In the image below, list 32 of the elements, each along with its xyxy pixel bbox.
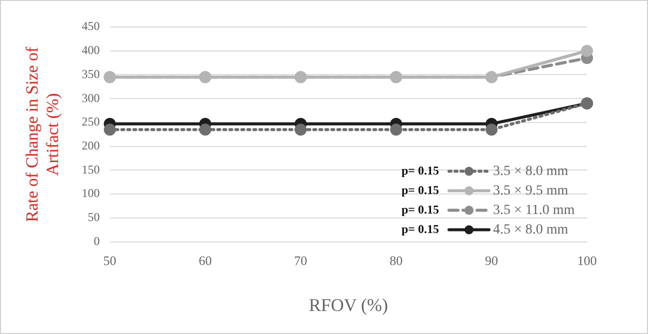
- legend-label: 4.5 × 8.0 mm: [493, 222, 568, 238]
- point: [199, 124, 212, 136]
- x-tick-label: 90: [485, 253, 498, 268]
- x-axis-title: RFOV (%): [308, 294, 388, 315]
- point: [581, 44, 593, 57]
- annotation: p= 0.15: [401, 202, 439, 216]
- legend-label: 3.5 × 8.0 mm: [493, 164, 568, 179]
- x-tick-label: 80: [390, 253, 403, 268]
- y-tick-label: 0: [94, 234, 100, 248]
- point: [486, 124, 498, 136]
- x-tick-label: 50: [103, 253, 116, 268]
- y-tick-label: 300: [82, 90, 100, 105]
- x-tick-label: 60: [198, 253, 212, 268]
- y-tick-label: 100: [82, 186, 100, 200]
- x-tick-label: 70: [294, 253, 308, 268]
- y-tick-label: 400: [82, 43, 100, 58]
- annotation: p= 0.15: [401, 222, 439, 236]
- point: [104, 124, 116, 136]
- legend-label: 3.5 × 9.5 mm: [493, 183, 568, 198]
- y-tick-label: 450: [82, 19, 100, 34]
- y-axis-title: Rate of Change in Size of Artifact (%): [22, 46, 62, 222]
- point: [294, 124, 307, 136]
- annotation: p= 0.15: [401, 182, 439, 197]
- x-tick-label: 100: [577, 253, 597, 268]
- y-tick-label: 250: [82, 114, 100, 129]
- y-tick-label: 200: [82, 138, 100, 152]
- legend-label: 3.5 × 11.0 mm: [493, 202, 575, 218]
- y-tick-label: 350: [82, 66, 100, 81]
- annotation: p= 0.15: [401, 163, 439, 178]
- y-tick-label: 50: [88, 210, 100, 224]
- point: [390, 124, 402, 136]
- y-tick-label: 150: [82, 162, 100, 176]
